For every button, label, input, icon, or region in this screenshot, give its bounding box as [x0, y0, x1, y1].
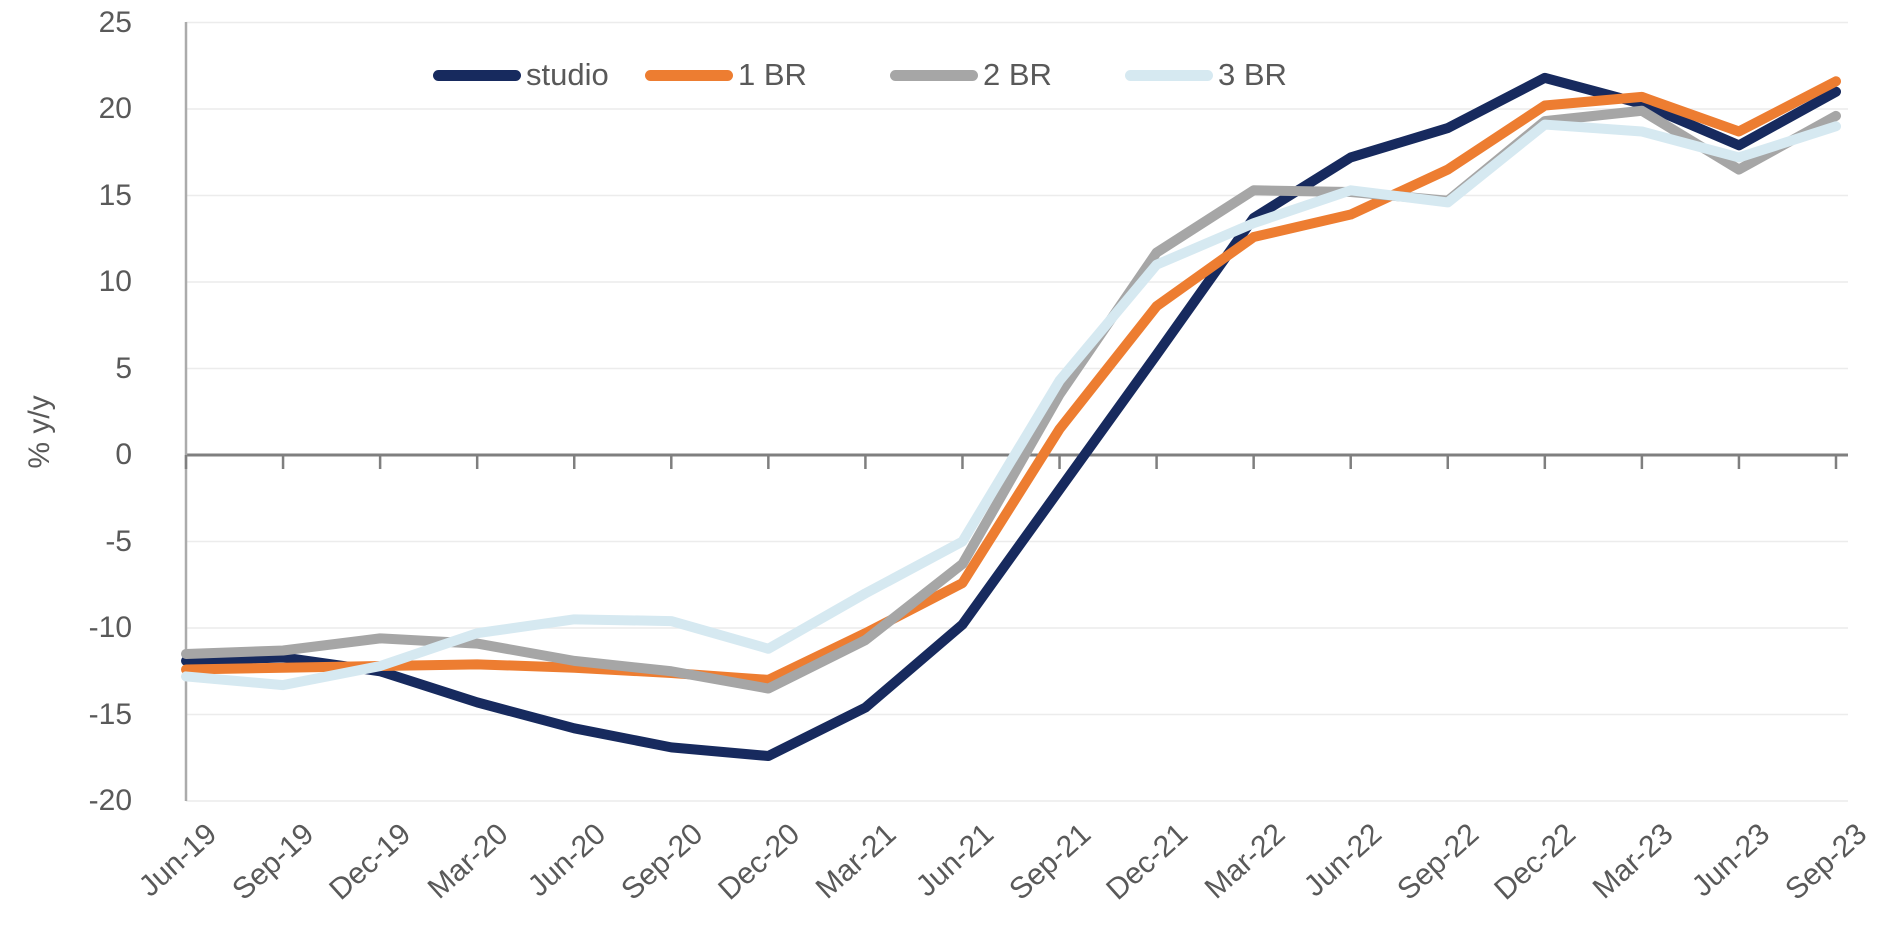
legend-label: 2 BR [983, 57, 1052, 92]
legend: studio 1 BR 2 BR 3 BR [0, 55, 1896, 95]
series-line-3-br [181, 119, 1841, 691]
legend-item-3br: 3 BR [1125, 55, 1287, 95]
legend-item-1br: 1 BR [645, 55, 807, 95]
legend-label: 1 BR [738, 57, 807, 92]
y-tick-label: 5 [115, 351, 132, 385]
series-line-1-br [181, 76, 1841, 685]
1br-line-swatch-icon [645, 69, 733, 81]
y-tick-label: -5 [105, 524, 132, 558]
series-line-studio [181, 72, 1841, 762]
y-tick-label: -20 [88, 784, 132, 817]
2br-line-swatch-icon [890, 69, 978, 81]
y-tick-label: 25 [98, 5, 132, 39]
y-tick-label: 10 [98, 265, 132, 298]
legend-label: 3 BR [1218, 57, 1287, 92]
studio-line-swatch-icon [433, 69, 521, 81]
y-tick-label: -10 [88, 611, 132, 644]
legend-item-studio: studio [433, 55, 609, 95]
3br-line-swatch-icon [1125, 69, 1213, 81]
series-line-2-br [181, 105, 1841, 694]
y-tick-label: 20 [98, 92, 132, 125]
legend-label: studio [526, 57, 609, 92]
y-tick-label: 0 [115, 438, 132, 471]
legend-item-2br: 2 BR [890, 55, 1052, 95]
y-tick-label: 15 [98, 178, 132, 212]
y-axis-title: % y/y [23, 395, 56, 469]
y-tick-label: -15 [88, 697, 132, 731]
